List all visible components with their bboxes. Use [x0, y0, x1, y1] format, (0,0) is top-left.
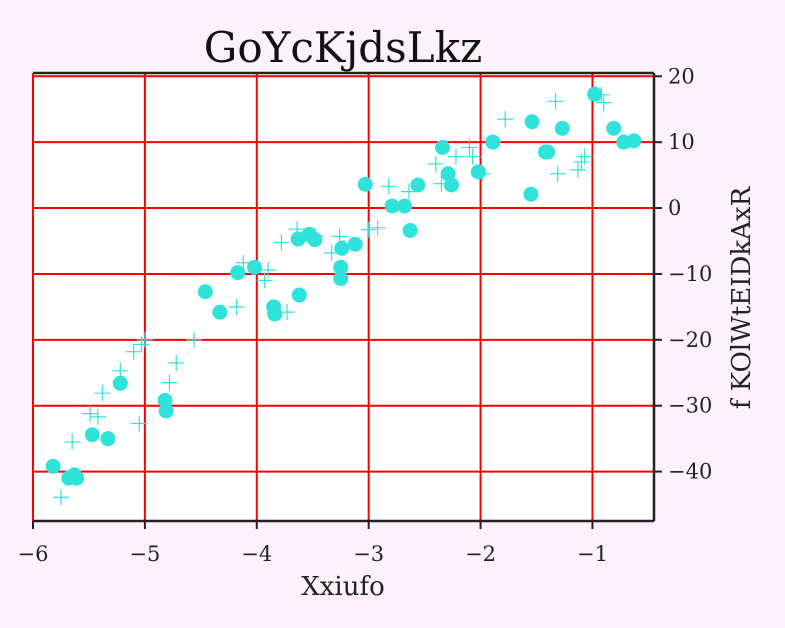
data-point-plus — [595, 94, 612, 111]
data-point-circle — [606, 120, 622, 136]
data-point-circle — [626, 133, 642, 149]
data-point-circle — [197, 284, 213, 300]
data-point-circle — [384, 198, 400, 214]
data-point-circle — [485, 134, 501, 150]
data-point-circle — [158, 403, 174, 419]
data-point-plus — [331, 228, 348, 245]
data-point-plus — [323, 244, 340, 261]
data-point-plus — [547, 93, 564, 110]
data-point-circle — [524, 114, 540, 130]
data-point-circle — [540, 144, 556, 160]
data-point-plus — [186, 331, 203, 348]
data-point-plus — [131, 415, 148, 432]
data-point-circle — [267, 306, 283, 322]
chart-title: GoYcKjdsLkz — [204, 23, 482, 72]
data-point-plus — [161, 374, 178, 391]
data-point-plus — [133, 336, 150, 353]
data-point-plus — [433, 175, 450, 192]
data-point-plus — [82, 405, 99, 422]
y-tick-label: −40 — [668, 460, 712, 484]
data-point-plus — [360, 221, 377, 238]
data-point-circle — [100, 431, 116, 447]
data-point-plus — [447, 148, 464, 165]
plot-area — [33, 73, 654, 521]
data-point-plus — [461, 139, 478, 156]
data-point-circle — [45, 458, 61, 474]
data-point-circle — [84, 427, 100, 443]
x-tick-label: −5 — [129, 542, 160, 566]
data-point-plus — [427, 155, 444, 172]
y-tick-label: 20 — [668, 64, 695, 88]
x-tick-label: −2 — [465, 542, 496, 566]
y-tick-label: 10 — [668, 130, 695, 154]
data-point-circle — [333, 259, 349, 275]
data-point-circle — [396, 198, 412, 214]
data-point-circle — [333, 271, 349, 287]
x-axis-label: Xxiufo — [301, 572, 385, 602]
data-point-plus — [336, 239, 353, 256]
data-point-plus — [474, 165, 491, 182]
data-point-circle — [334, 240, 350, 256]
data-point-circle — [435, 139, 451, 155]
y-tick-label: −30 — [668, 394, 712, 418]
data-point-plus — [125, 343, 142, 360]
y-tick-label: −20 — [668, 328, 712, 352]
data-point-plus — [228, 298, 245, 315]
data-point-circle — [402, 222, 418, 238]
x-tick-label: −6 — [18, 542, 49, 566]
data-point-circle — [112, 375, 128, 391]
data-point-plus — [112, 362, 129, 379]
data-point-plus — [273, 234, 290, 251]
data-point-circle — [230, 265, 246, 281]
data-point-plus — [497, 111, 514, 128]
data-point-plus — [256, 272, 273, 289]
data-point-circle — [410, 177, 426, 193]
data-point-circle — [554, 120, 570, 136]
x-tick-label: −1 — [577, 542, 608, 566]
data-point-plus — [52, 489, 69, 506]
ticks: −6 −5 −4 −3 −2 −1 20 10 0 −10 −20 −30 −40 — [18, 64, 713, 566]
data-point-circle — [69, 470, 85, 486]
y-tick-label: 0 — [668, 196, 681, 220]
data-point-plus — [369, 219, 386, 236]
axes — [33, 71, 656, 523]
x-tick-label: −4 — [241, 542, 272, 566]
data-point-plus — [278, 304, 295, 321]
data-point-circle — [587, 86, 603, 102]
data-point-circle — [247, 259, 263, 275]
y-axis-label: f KOlWtEIDkAxR — [727, 185, 757, 409]
data-point-plus — [259, 261, 276, 278]
data-point-plus — [136, 331, 153, 348]
data-point-plus — [168, 354, 185, 371]
data-points — [45, 86, 642, 506]
data-point-plus — [235, 254, 252, 271]
data-point-circle — [212, 304, 228, 320]
data-point-plus — [380, 178, 397, 195]
data-point-circle — [347, 236, 363, 252]
x-tick-label: −3 — [353, 542, 384, 566]
data-point-plus — [289, 221, 306, 238]
data-point-plus — [64, 433, 81, 450]
data-point-circle — [357, 176, 373, 192]
data-point-plus — [464, 148, 481, 165]
data-point-circle — [470, 164, 486, 180]
data-point-plus — [89, 408, 106, 425]
data-point-plus — [400, 183, 417, 200]
data-point-plus — [569, 161, 586, 178]
data-point-plus — [576, 148, 593, 165]
data-point-plus — [306, 227, 323, 244]
data-point-plus — [94, 385, 111, 402]
y-tick-label: −10 — [668, 262, 712, 286]
data-point-circle — [291, 287, 307, 303]
data-point-circle — [523, 186, 539, 202]
data-point-plus — [549, 165, 566, 182]
data-point-circle — [443, 177, 459, 193]
data-point-plus — [593, 86, 610, 103]
